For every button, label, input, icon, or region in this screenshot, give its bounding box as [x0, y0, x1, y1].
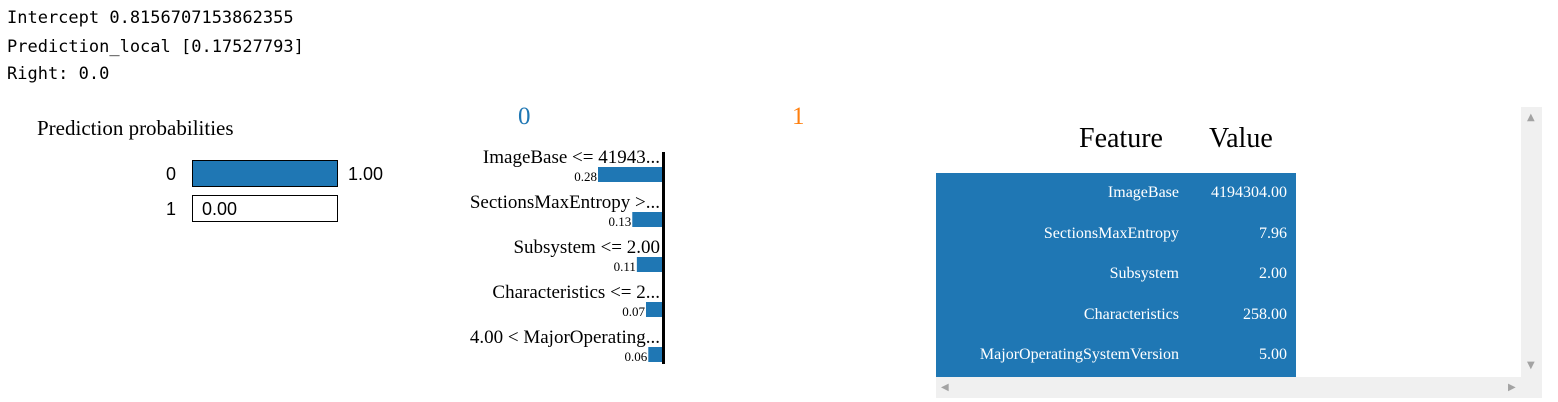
table-cell-feature-2: Subsystem [1109, 265, 1179, 282]
feature-weight-0: 0.28 [574, 169, 597, 184]
feature-label-0: ImageBase <= 41943... [483, 147, 660, 168]
feature-bar-3 [646, 302, 662, 317]
table-cell-value-1: 7.96 [1259, 224, 1287, 242]
intercept-text: Intercept 0.8156707153862355 [7, 8, 294, 28]
table-cell-feature-0: ImageBase [1107, 184, 1179, 201]
table-cell-feature-3: Characteristics [1083, 305, 1179, 323]
feature-label-1: SectionsMaxEntropy >... [470, 192, 660, 213]
prob-value-0: 1.00 [348, 164, 384, 184]
feature-bar-4 [648, 347, 662, 362]
arrow-down-icon[interactable]: ▼ [1527, 360, 1535, 371]
arrow-left-icon[interactable]: ◀ [941, 382, 949, 393]
value-header: Value [1209, 123, 1273, 154]
feature-label-4: 4.00 < MajorOperating... [470, 327, 660, 348]
arrow-right-icon[interactable]: ▶ [1508, 382, 1516, 393]
prob-bar-0 [192, 160, 338, 187]
feature-value-table-frame[interactable]: Feature Value ImageBase 4194304.00 Section… [936, 107, 1542, 398]
feature-label-3: Characteristics <= 2... [492, 282, 660, 303]
prediction-probabilities-title: Prediction probabilities [37, 116, 234, 140]
table-cell-value-4: 5.00 [1259, 346, 1287, 363]
table-cell-value-0: 4194304.00 [1211, 184, 1287, 201]
table-body: ImageBase 4194304.00 SectionsMaxEntropy 7.9… [936, 173, 1296, 378]
table-cell-feature-4: MajorOperatingSystemVersion [979, 346, 1179, 363]
right-text: Right: 0.0 [7, 64, 110, 84]
vertical-scrollbar[interactable]: ▲ ▼ [1521, 107, 1542, 398]
feature-weight-2: 0.11 [614, 259, 636, 274]
prob-label-1: 1 [166, 199, 177, 219]
prob-label-0: 0 [166, 164, 177, 184]
feature-bar-2 [636, 257, 662, 272]
horizontal-scrollbar[interactable]: ◀ ▶ [936, 377, 1521, 398]
arrow-up-icon[interactable]: ▲ [1527, 112, 1535, 123]
feature-header: Feature [1079, 123, 1163, 154]
feature-label-2: Subsystem <= 2.00 [513, 237, 660, 258]
feature-weight-1: 0.13 [609, 214, 632, 229]
table-cell-value-3: 258.00 [1243, 305, 1287, 323]
feature-weights-chart: ImageBase <= 41943...0.28 SectionsMaxEntr… [470, 147, 665, 364]
table-cell-value-2: 2.00 [1259, 265, 1287, 282]
class-label-0: 0 [518, 103, 531, 130]
feature-bar-1 [632, 212, 662, 227]
feature-bar-0 [598, 167, 662, 182]
class-label-1: 1 [792, 103, 805, 130]
prob-bar-1 [192, 195, 338, 222]
prob-value-1: 0.00 [202, 199, 238, 219]
feature-weight-4: 0.06 [625, 349, 648, 364]
feature-weight-3: 0.07 [622, 304, 645, 319]
prob-bar-fill-0 [193, 161, 337, 186]
prediction-local-text: Prediction_local [0.17527793] [7, 37, 304, 57]
table-cell-feature-1: SectionsMaxEntropy [1043, 224, 1179, 242]
